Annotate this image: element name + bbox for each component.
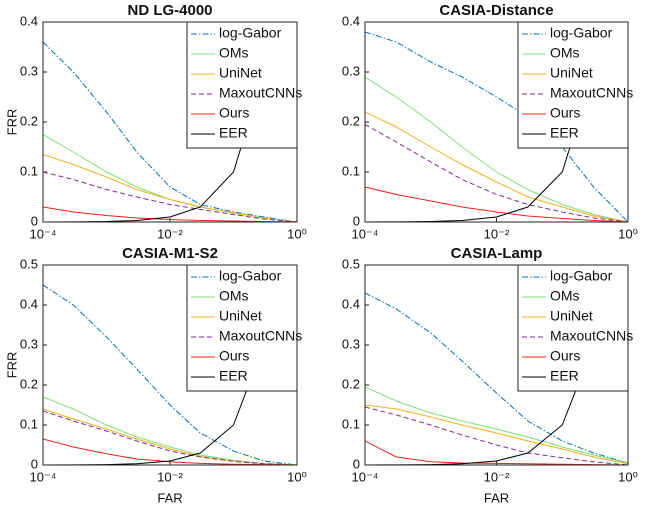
subplot-title: CASIA-M1-S2 [122,245,218,262]
y-tick-label: 0 [31,213,38,228]
y-tick-label: 0.5 [20,256,38,271]
y-tick-label: 0.2 [342,113,360,128]
legend-label: OMs [550,288,580,304]
y-tick-label: 0.3 [342,336,360,351]
y-tick-label: 0.1 [342,163,360,178]
x-tick-label: 10⁻⁴ [30,226,57,241]
legend-box [517,21,629,149]
series-line [365,31,628,222]
legend-label: EER [219,368,248,384]
y-tick-label: 0.3 [342,63,360,78]
legend-box [186,21,298,149]
series-line [365,186,628,222]
series-line [43,154,297,222]
legend-label: log-Gabor [219,25,282,41]
y-tick-label: 0.3 [20,63,38,78]
y-tick-label: 0.4 [342,296,360,311]
legend-label: log-Gabor [550,25,613,41]
y-tick-label: 0 [31,456,38,471]
series-line [43,396,297,465]
x-axis-label: FAR [157,490,182,505]
subplot: CASIA-Lamp FAR 0 0.1 0.2 0.3 0.4 0.5 10⁻⁴ 10⁻² 10⁰… [342,245,638,505]
legend-label: OMs [219,45,249,61]
legend-label: Ours [219,105,249,121]
legend-label: log-Gabor [550,268,613,284]
legend-label: Ours [550,348,580,364]
y-tick-label: 0.2 [20,113,38,128]
x-tick-label: 10⁻² [484,469,510,484]
legend-label: UniNet [550,308,593,324]
x-tick-label: 10⁻² [484,226,510,241]
x-tick-label: 10⁻² [157,226,183,241]
legend-label: UniNet [219,65,262,81]
legend-label: Ours [550,105,580,121]
series-line [365,440,628,465]
series-line [43,171,297,222]
legend-label: UniNet [219,308,262,324]
series-line [43,284,297,465]
subplot-title: CASIA-Distance [439,2,553,19]
legend-label: MaxoutCNNs [219,85,302,101]
series-line [43,206,297,222]
y-tick-label: 0.2 [342,376,360,391]
x-tick-label: 10⁰ [287,226,307,241]
legend: log-Gabor OMs UniNet MaxoutCNNs Ours EER [517,264,633,392]
y-tick-label: 0 [353,213,360,228]
series-line [365,124,628,222]
subplot: CASIA-Distance 0 0.1 0.2 0.3 0.4 10⁻⁴ 10⁻² 10⁰ lo… [342,2,638,241]
y-tick-label: 0.2 [20,376,38,391]
y-tick-label: 0.1 [342,416,360,431]
y-tick-label: 0 [353,456,360,471]
legend-label: EER [550,125,579,141]
series-line [43,410,297,465]
legend-label: MaxoutCNNs [219,328,302,344]
legend-label: EER [550,368,579,384]
y-tick-label: 0.3 [20,336,38,351]
series-line [365,76,628,222]
legend-label: OMs [550,45,580,61]
y-tick-label: 0.4 [20,13,38,28]
subplot-title: CASIA-Lamp [451,245,543,262]
legend: log-Gabor OMs UniNet MaxoutCNNs Ours EER [517,21,633,149]
legend-box [186,264,298,392]
series-line [365,386,628,464]
legend-label: MaxoutCNNs [550,328,633,344]
y-tick-label: 0.5 [342,256,360,271]
legend-box [517,264,629,392]
y-axis-label: FRR [4,352,19,379]
series-line [43,41,297,222]
legend: log-Gabor OMs UniNet MaxoutCNNs Ours EER [186,264,302,392]
x-tick-label: 10⁻² [157,469,183,484]
y-axis-label: FRR [4,109,19,136]
legend: log-Gabor OMs UniNet MaxoutCNNs Ours EER [186,21,302,149]
legend-label: OMs [219,288,249,304]
x-tick-label: 10⁰ [287,469,307,484]
series-line [365,111,628,222]
legend-label: MaxoutCNNs [550,85,633,101]
x-axis-label: FAR [484,490,509,505]
x-tick-label: 10⁰ [618,226,638,241]
x-tick-label: 10⁻⁴ [352,469,379,484]
legend-label: Ours [219,348,249,364]
subplot-title: ND LG-4000 [127,2,212,19]
plot-lines [365,292,628,465]
y-tick-label: 0.4 [342,13,360,28]
x-tick-label: 10⁻⁴ [30,469,57,484]
y-tick-label: 0.1 [20,163,38,178]
legend-label: UniNet [550,65,593,81]
subplot: CASIA-M1-S2 FAR FRR 0 0.1 0.2 0.3 0.4 0.5 10⁻⁴ 10⁻… [4,245,306,505]
y-tick-label: 0.4 [20,296,38,311]
y-tick-label: 0.1 [20,416,38,431]
series-line [43,438,297,465]
series-line [365,406,628,465]
series-line [365,292,628,464]
legend-label: log-Gabor [219,268,282,284]
x-tick-label: 10⁻⁴ [352,226,379,241]
x-tick-label: 10⁰ [618,469,638,484]
subplot: ND LG-4000 FRR 0 0.1 0.2 0.3 0.4 10⁻⁴ 10⁻² 10⁰ log… [4,2,306,241]
series-line [43,408,297,465]
series-line [365,404,628,465]
legend-label: EER [219,125,248,141]
